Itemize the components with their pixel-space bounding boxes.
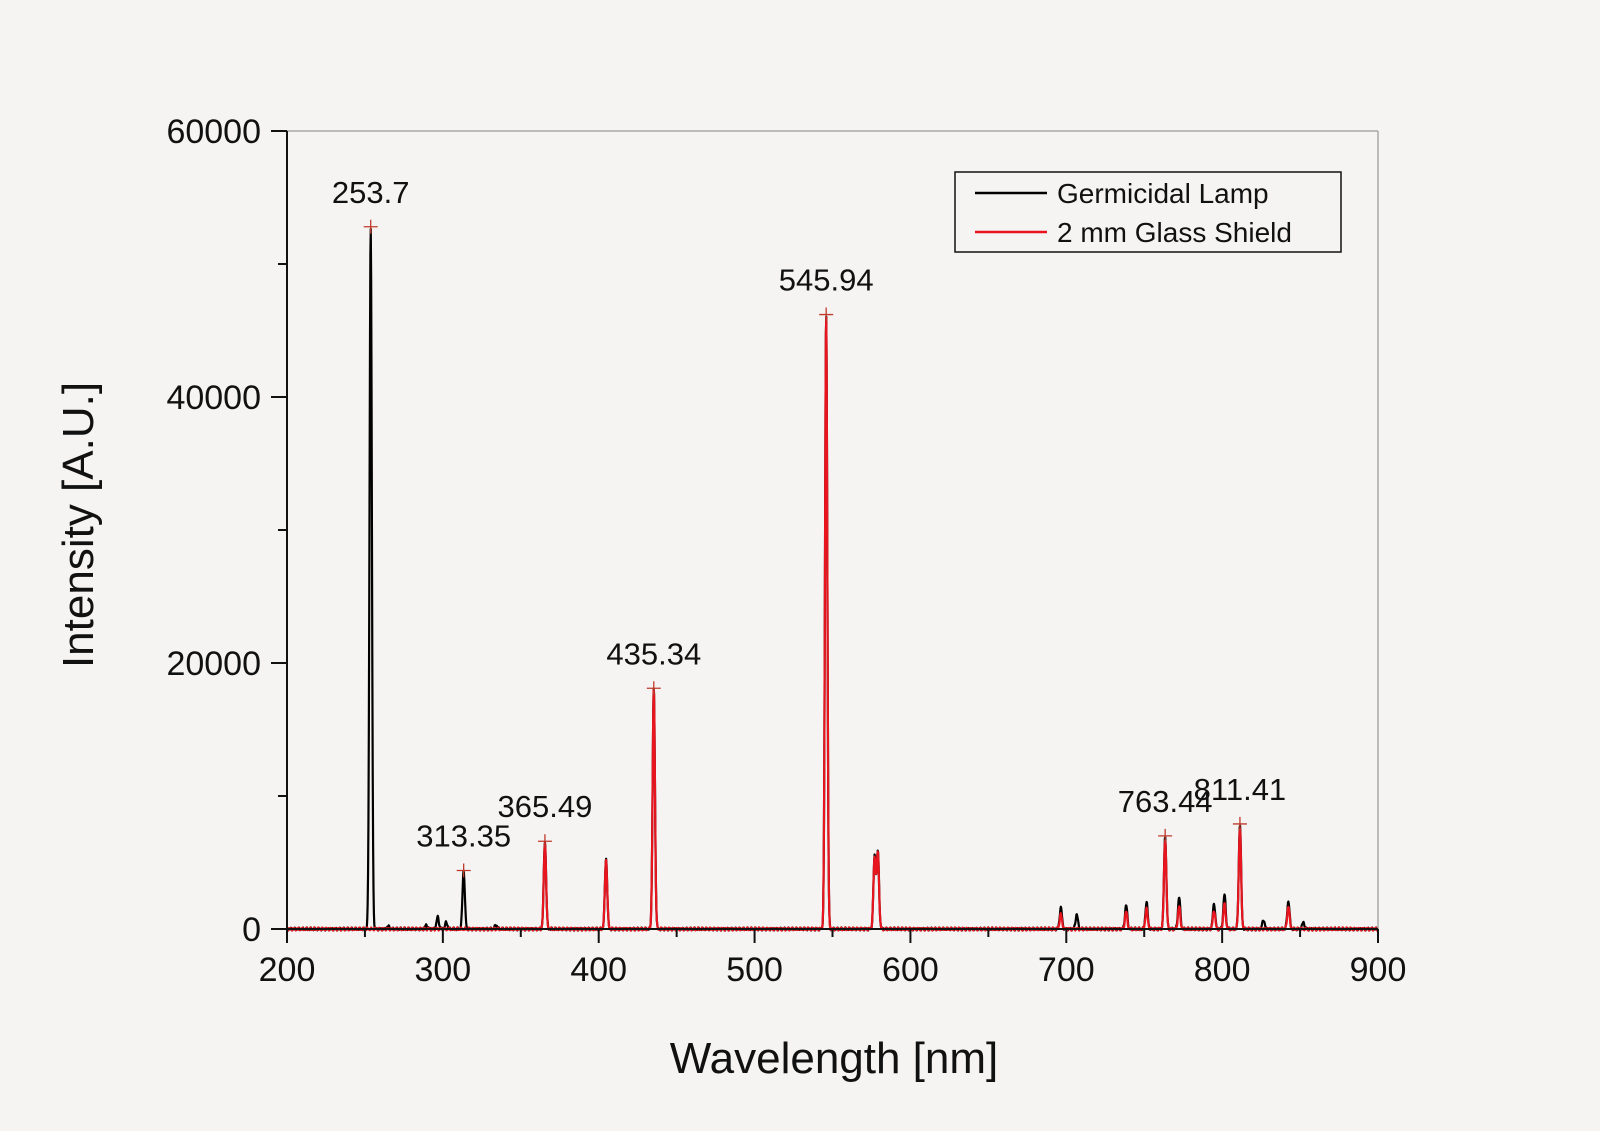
axes: 200 300 400 500 600 700 800 900 0 20000 40000 60000 [166,113,1406,989]
x-tick-label: 600 [882,951,939,989]
x-tick-label: 400 [570,951,627,989]
peak-marker [1158,828,1173,843]
peak-marker [1232,816,1247,831]
peak-label: 435.34 [606,636,701,671]
legend-box [954,171,1342,253]
peak-marker [646,681,661,696]
peak-label: 545.94 [779,263,874,298]
peak-label: 253.7 [332,175,410,210]
y-tick-label: 40000 [166,379,261,417]
peak-label: 365.49 [498,789,593,824]
peak-label: 313.35 [416,818,511,853]
x-tick-label: 900 [1350,951,1407,989]
peak-label: 811.41 [1194,772,1287,807]
y-tick-label: 60000 [166,113,261,151]
x-tick-label: 500 [726,951,783,989]
legend: Germicidal Lamp 2 mm Glass Shield [954,171,1342,253]
peak-marker [456,863,471,878]
peak-marker [819,307,834,322]
x-tick-label: 200 [259,951,316,989]
x-tick-label: 300 [414,951,471,989]
legend-label-glass-shield: 2 mm Glass Shield [1057,217,1292,248]
x-tick-label: 800 [1194,951,1251,989]
legend-label-germicidal-lamp: Germicidal Lamp [1057,178,1269,209]
x-tick-label: 700 [1038,951,1095,989]
peak-marker [537,834,552,849]
peak-label: 763.44 [1118,784,1213,819]
peak-marker [363,219,378,234]
y-axis-title: Intensity [A.U.] [54,382,103,668]
y-tick-label: 20000 [166,645,261,683]
y-tick-label: 0 [242,911,261,949]
x-axis-title: Wavelength [nm] [670,1034,999,1083]
